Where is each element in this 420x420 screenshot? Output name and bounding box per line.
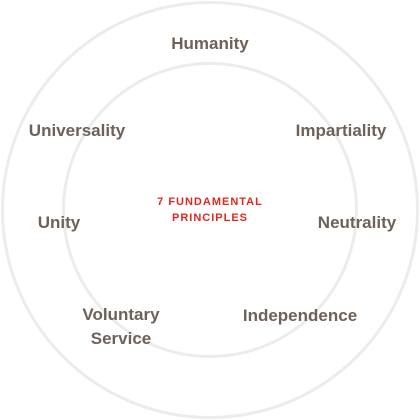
principle-humanity: Humanity <box>171 34 249 53</box>
voluntary-service-line-1: Voluntary <box>82 305 160 324</box>
voluntary-service-line-2: Service <box>90 329 152 348</box>
center-title-line-2: PRINCIPLES <box>171 212 248 224</box>
principle-voluntary-service: Voluntary Service <box>82 303 159 351</box>
principle-neutrality: Neutrality <box>317 213 397 232</box>
center-title: 7 FUNDAMENTAL PRINCIPLES <box>157 194 263 226</box>
inner-ring <box>62 62 358 358</box>
principle-unity: Unity <box>37 213 81 232</box>
center-title-line-1: 7 FUNDAMENTAL <box>157 196 263 208</box>
principle-independence: Independence <box>242 306 358 325</box>
principle-universality: Universality <box>28 121 126 140</box>
principle-impartiality: Impartiality <box>295 121 387 140</box>
